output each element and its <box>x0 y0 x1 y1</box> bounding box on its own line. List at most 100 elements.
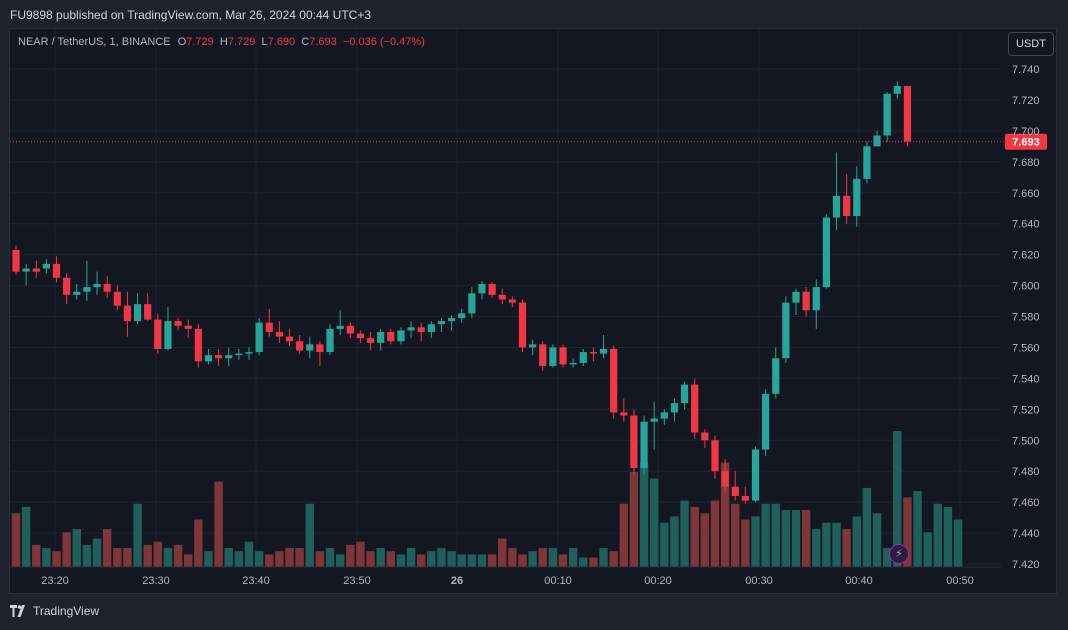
volume-bar <box>913 491 922 567</box>
candle-body <box>93 284 101 288</box>
volume-bar <box>558 554 568 567</box>
volume-bar <box>366 551 375 567</box>
lightning-icon[interactable]: ⚡ <box>889 544 909 564</box>
y-tick-label: 7.720 <box>1012 95 1040 107</box>
candle-body <box>73 291 81 295</box>
volume-bar <box>417 554 426 567</box>
candle-body <box>194 328 202 362</box>
volume-bar <box>244 541 254 567</box>
volume-bar <box>801 510 811 567</box>
candle-body <box>326 328 334 353</box>
candle-body <box>903 86 912 142</box>
candle-body <box>488 284 496 295</box>
x-tick-label: 00:20 <box>644 575 672 587</box>
candle-body <box>863 146 871 179</box>
change-value: −0.036 (−0.47%) <box>342 36 425 48</box>
candle-body <box>478 284 486 294</box>
volume-bar <box>163 548 173 567</box>
candle-body <box>275 331 283 337</box>
volume-bar <box>923 532 932 567</box>
y-tick-label: 7.640 <box>1012 219 1040 231</box>
candle-body <box>83 287 91 292</box>
currency-button[interactable]: USDT <box>1008 32 1054 56</box>
y-tick-label: 7.460 <box>1012 497 1040 509</box>
volume-bar <box>32 544 41 567</box>
candle-body <box>660 412 668 419</box>
volume-bar <box>457 554 466 567</box>
y-tick-label: 7.580 <box>1012 312 1040 324</box>
candle-body <box>306 344 314 351</box>
candle-body <box>63 277 71 295</box>
volume-bar <box>113 548 122 567</box>
candle-body <box>235 353 243 356</box>
candle-body <box>832 195 841 218</box>
volume-bars <box>11 431 963 567</box>
candle-body <box>599 348 608 354</box>
candle-body <box>539 344 547 366</box>
candle-body <box>589 352 598 354</box>
volume-bar <box>548 548 558 567</box>
candle-body <box>387 331 395 342</box>
candle-body <box>579 352 587 363</box>
volume-bar <box>842 529 851 567</box>
volume-bar <box>102 529 112 567</box>
volume-bar <box>751 516 760 567</box>
volume-bar <box>700 513 710 567</box>
candle-body <box>782 302 790 359</box>
candle-body <box>144 304 152 320</box>
open-label: O <box>177 36 187 48</box>
volume-bar <box>872 513 882 567</box>
footer-brand-label: TradingView <box>33 604 100 618</box>
volume-bar <box>254 551 264 567</box>
volume-bar <box>720 462 730 567</box>
volume-bar <box>579 557 588 567</box>
volume-bar <box>305 503 314 567</box>
volume-bar <box>568 548 578 567</box>
volume-bar <box>133 503 142 567</box>
volume-bar <box>822 522 831 567</box>
candle-body <box>336 325 344 329</box>
symbol-name: NEAR / TetherUS, 1, BINANCE <box>18 36 171 48</box>
candle-body <box>751 449 760 501</box>
last-price-badge <box>1005 133 1047 150</box>
candle-body <box>792 291 800 303</box>
candle-body <box>42 263 50 269</box>
candle-body <box>691 384 699 433</box>
candle-body <box>620 412 628 416</box>
y-tick-label: 7.420 <box>1012 559 1040 571</box>
volume-bar <box>315 551 325 567</box>
close-value: 7.693 <box>309 36 337 48</box>
volume-bar <box>234 551 244 567</box>
candle-body <box>893 86 901 94</box>
candle-body <box>407 327 415 331</box>
volume-bar <box>791 510 801 567</box>
volume-bar <box>629 472 639 567</box>
volume-bar <box>943 506 953 567</box>
price-axis: 7.740 7.720 7.700 7.680 7.660 7.640 7.620 7.600… <box>1012 64 1040 571</box>
candle-body <box>721 471 729 487</box>
volume-bar <box>173 544 183 567</box>
candle-body <box>670 403 679 413</box>
volume-bar <box>82 544 92 567</box>
volume-bar <box>690 506 699 567</box>
candle-body <box>356 333 365 339</box>
volume-bar <box>214 481 223 567</box>
published-header: FU9898 published on TradingView.com, Mar… <box>10 8 371 22</box>
candle-body <box>22 268 30 272</box>
volume-bar <box>538 548 547 567</box>
volume-bar <box>639 462 649 567</box>
volume-bar <box>204 551 213 567</box>
x-tick-label: 23:40 <box>242 575 270 587</box>
volume-bar <box>953 519 963 567</box>
volume-bar <box>498 538 507 567</box>
volume-bar <box>710 500 720 567</box>
candle-body <box>255 322 263 353</box>
footer-brand[interactable]: TradingView <box>10 604 99 618</box>
volume-bar <box>153 541 163 567</box>
candle-body <box>468 293 476 314</box>
candle-body <box>822 217 830 288</box>
volume-bar <box>771 503 780 567</box>
volume-bar <box>335 554 345 567</box>
candle-body <box>32 268 40 272</box>
